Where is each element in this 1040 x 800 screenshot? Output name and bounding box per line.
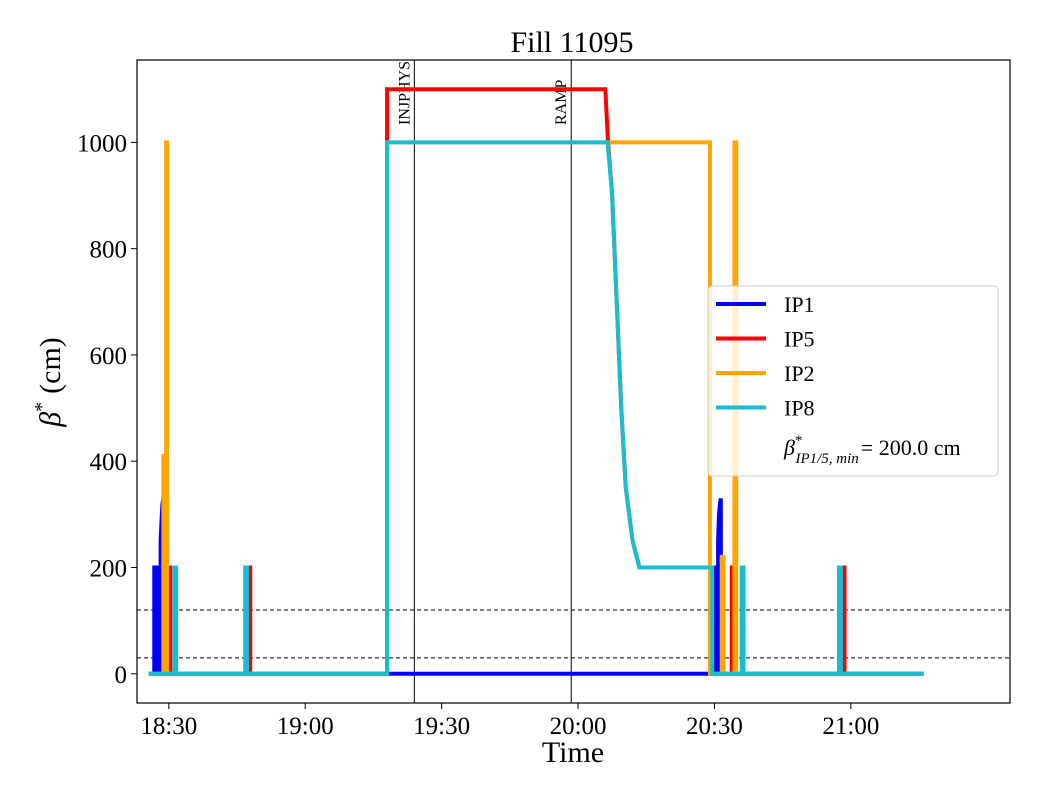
series-line-ip1: [148, 498, 924, 676]
x-axis: 18:30 19:00 19:30 20:00 20:30 21:00: [140, 703, 879, 740]
svg-text:β*(cm): β* (cm): [31, 337, 67, 428]
x-tick-label-1830: 18:30: [140, 713, 197, 740]
legend-label-ip5: IP5: [784, 327, 815, 352]
y-tick-label-400: 400: [90, 449, 128, 476]
y-axis: 0 200 400 600 800 1000: [77, 130, 137, 689]
event-label-injphys: INJPHYS: [396, 61, 413, 125]
legend-label-ip1: IP1: [784, 292, 815, 317]
plot-frame: [136, 59, 1011, 704]
series-line-ip8: [148, 140, 924, 676]
legend-beta-sup: *: [795, 433, 803, 449]
x-axis-label: Time: [542, 736, 604, 769]
legend-label-ip2: IP2: [784, 361, 815, 386]
x-tick-label-2000: 20:00: [550, 713, 607, 740]
legend-beta-sub: IP1/5, min: [794, 451, 858, 467]
event-label-ramp: RAMP: [553, 80, 570, 125]
legend-label-ip8: IP8: [784, 396, 815, 421]
legend: IP1 IP5 IP2 IP8 β* IP1/5, min= 200.0 cm: [707, 285, 999, 477]
y-tick-label-0: 0: [115, 662, 128, 689]
legend-box: [707, 285, 999, 477]
x-tick-label-1930: 19:30: [413, 713, 470, 740]
x-tick-label-2100: 21:00: [822, 713, 879, 740]
y-axis-label-unit: (cm): [34, 337, 67, 394]
legend-beta-symbol: β: [783, 435, 795, 460]
y-axis-label: β* (cm): [31, 337, 67, 428]
y-tick-label-200: 200: [90, 555, 128, 582]
chart-title: Fill 11095: [510, 26, 633, 59]
legend-item-beta-min: β* IP1/5, min= 200.0 cm: [783, 433, 961, 467]
y-tick-label-1000: 1000: [77, 130, 127, 157]
x-tick-label-1900: 19:00: [277, 713, 334, 740]
x-tick-label-2030: 20:30: [686, 713, 743, 740]
y-tick-label-800: 800: [90, 237, 128, 264]
y-tick-label-600: 600: [90, 343, 128, 370]
y-axis-label-sup: *: [31, 402, 53, 412]
y-axis-label-symbol: β: [34, 412, 67, 428]
legend-beta-value: = 200.0 cm: [861, 435, 961, 460]
